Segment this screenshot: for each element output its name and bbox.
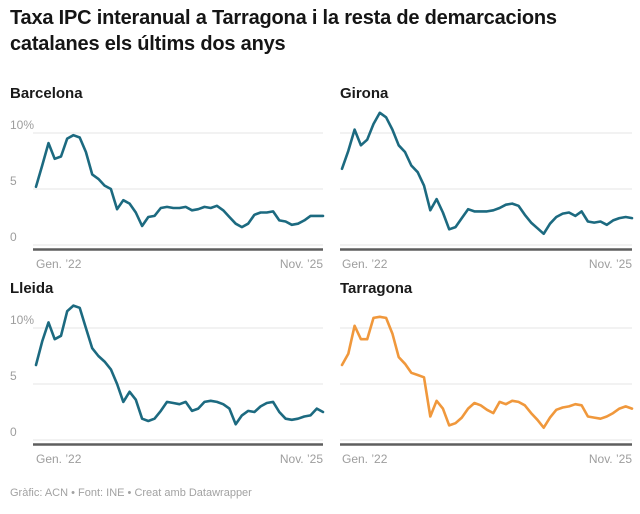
x-tick-label-first: Gen. ’22 [36,452,82,466]
y-tick-label: 5 [10,369,17,383]
panel-tarragona: Tarragona Gen. ’22 Nov. ’25 [330,277,640,472]
line-chart-tarragona: Gen. ’22 Nov. ’25 [340,315,634,466]
x-tick-label-first: Gen. ’22 [36,257,82,271]
y-tick-label: 5 [10,174,17,188]
line-chart-barcelona: 10% 5 0 Gen. ’22 Nov. ’25 [10,118,325,271]
line-chart-lleida: 10% 5 0 Gen. ’22 Nov. ’25 [10,304,325,466]
chart-title: Taxa IPC interanual a Tarragona i la res… [10,7,557,56]
x-tick-label-first: Gen. ’22 [342,257,388,271]
y-tick-label: 10% [10,313,34,327]
x-tick-label-last: Nov. ’25 [280,452,323,466]
panel-girona: Girona Gen. ’22 Nov. ’25 [330,82,640,277]
x-tick-label-first: Gen. ’22 [342,452,388,466]
line-chart-girona: Gen. ’22 Nov. ’25 [340,111,634,271]
y-tick-label: 10% [10,118,34,132]
panel-title-girona: Girona [340,85,389,102]
panel-title-lleida: Lleida [10,280,54,297]
data-line-tarragona [340,315,634,429]
attribution-footer: Gràfic: ACN • Font: INE • Creat amb Data… [10,487,252,499]
panel-lleida: Lleida 10% 5 0 Gen. ’22 Nov. ’25 [0,277,330,472]
panel-title-tarragona: Tarragona [340,280,413,297]
data-line-barcelona [34,133,325,229]
panel-title-barcelona: Barcelona [10,85,83,102]
y-tick-label: 0 [10,230,17,244]
x-tick-label-last: Nov. ’25 [589,452,632,466]
panel-barcelona: Barcelona 10% 5 0 Gen. ’22 Nov. ’25 [0,82,330,277]
x-tick-label-last: Nov. ’25 [589,257,632,271]
data-line-lleida [34,304,325,426]
data-line-girona [340,111,634,236]
x-tick-label-last: Nov. ’25 [280,257,323,271]
y-tick-label: 0 [10,425,17,439]
